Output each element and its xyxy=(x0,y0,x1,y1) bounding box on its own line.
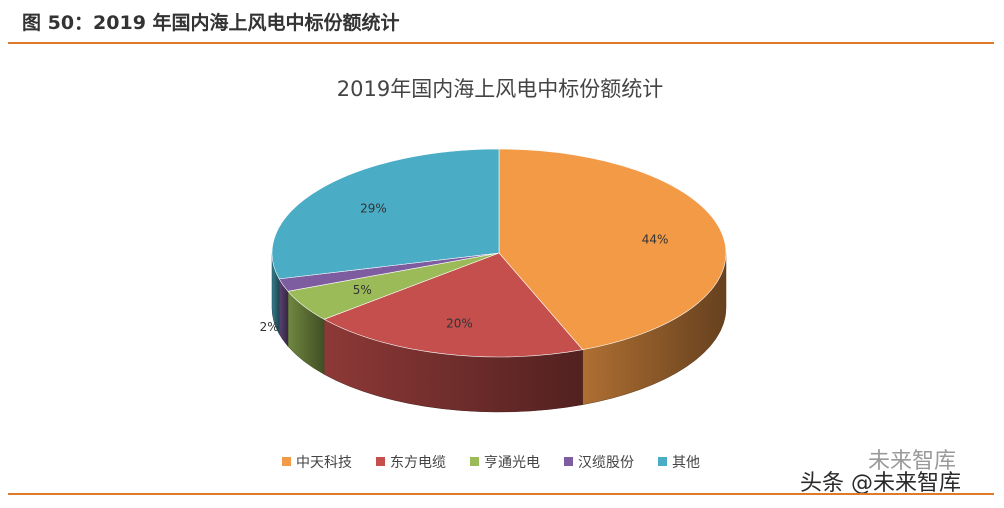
pie-slice-0 xyxy=(498,148,727,351)
pie-3d-sides xyxy=(271,252,727,413)
data-label-3: 2% xyxy=(260,320,279,334)
data-label-2: 5% xyxy=(353,283,372,297)
data-label-1: 20% xyxy=(446,317,473,331)
legend-item-0: 中天科技 xyxy=(282,455,352,471)
pie-data-labels: 44% 20% 5% 2% 29% xyxy=(260,201,669,334)
bottom-divider xyxy=(8,493,994,495)
chart-title: 2019年国内海上风电中标份额统计 xyxy=(337,77,663,101)
legend-item-2: 亨通光电 xyxy=(470,454,540,471)
chart-legend: 中天科技 东方电缆 亨通光电 汉缆股份 其他 xyxy=(282,454,700,471)
legend-swatch xyxy=(282,457,291,466)
legend-swatch xyxy=(564,457,573,466)
legend-swatch xyxy=(658,457,667,466)
figure-caption: 图 50：2019 年国内海上风电中标份额统计 xyxy=(22,12,400,34)
pie-slice-1 xyxy=(323,252,584,358)
legend-item-3: 汉缆股份 xyxy=(564,455,634,471)
legend-label: 其他 xyxy=(672,455,700,471)
legend-item-1: 东方电缆 xyxy=(376,455,446,471)
legend-label: 汉缆股份 xyxy=(578,455,634,471)
data-label-4: 29% xyxy=(360,201,387,215)
pie-slices xyxy=(271,148,727,358)
pie-slice-4 xyxy=(271,148,500,280)
watermark-text: 头条 @未来智库 xyxy=(800,471,961,496)
legend-label: 中天科技 xyxy=(296,455,352,471)
legend-label: 东方电缆 xyxy=(390,455,446,471)
data-label-0: 44% xyxy=(642,232,669,246)
watermark: 未来智库 头条 @未来智库 xyxy=(800,449,961,496)
legend-swatch xyxy=(376,457,385,466)
top-divider xyxy=(8,42,994,44)
legend-swatch xyxy=(470,457,479,466)
legend-item-4: 其他 xyxy=(658,455,700,471)
legend-label: 亨通光电 xyxy=(484,454,540,471)
watermark-faint-text: 未来智库 xyxy=(868,449,956,474)
